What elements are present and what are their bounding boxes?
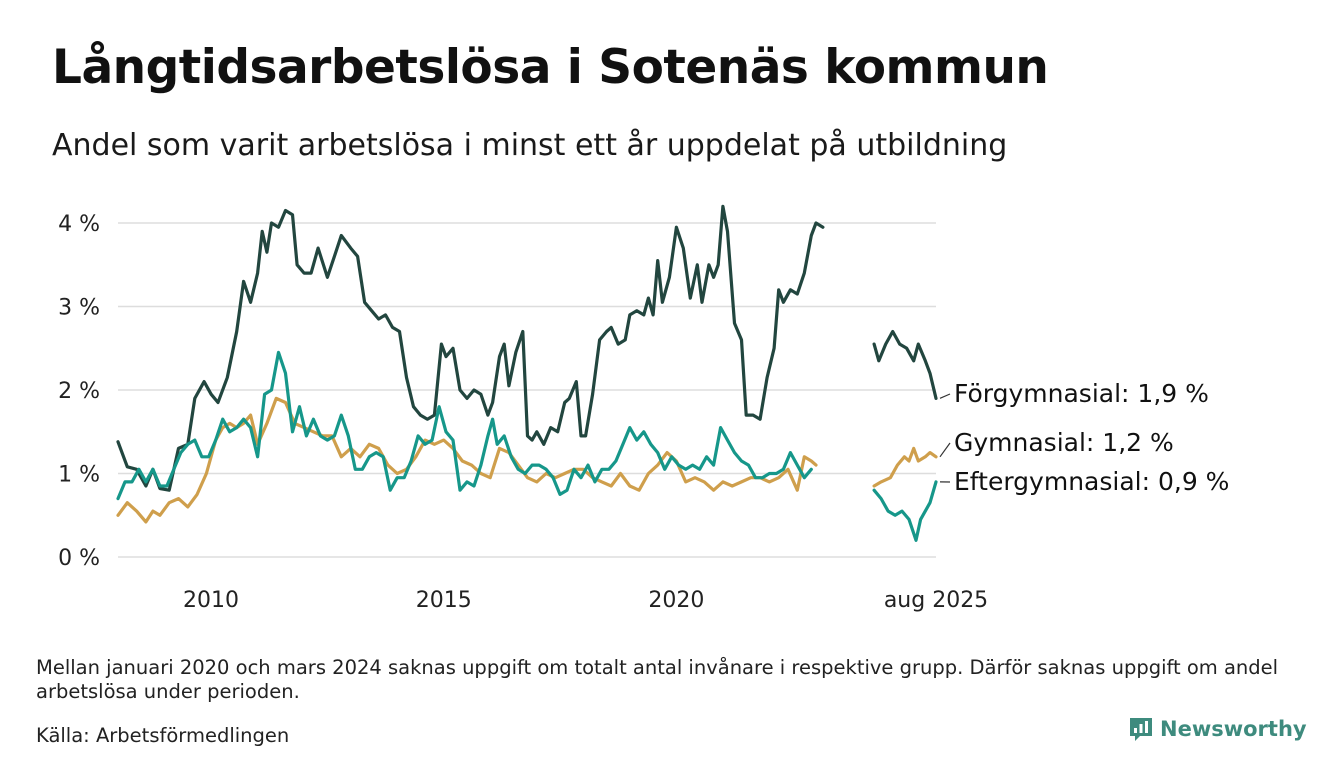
source-note: Källa: Arbetsförmedlingen xyxy=(36,724,290,747)
series-line-eftergymnasial xyxy=(872,480,938,542)
series-line-gymnasial xyxy=(116,396,818,524)
newsworthy-logo-icon xyxy=(1130,718,1152,741)
series-line-förgymnasial xyxy=(872,329,938,400)
line-chart: 0 % 1 % 2 % 3 % 4 % 2010 2015 2020 aug 2025 För… xyxy=(58,204,1229,613)
x-tick-label: 2015 xyxy=(416,588,472,613)
y-tick-label: 3 % xyxy=(58,296,100,321)
series-line-förgymnasial xyxy=(116,204,825,492)
series-line-eftergymnasial xyxy=(116,350,813,501)
y-tick-label: 0 % xyxy=(58,546,100,571)
y-tick-label: 4 % xyxy=(58,212,100,237)
x-tick-label: 2020 xyxy=(648,588,704,613)
brand-logo: Newsworthy xyxy=(1128,716,1307,742)
series-lines xyxy=(116,204,938,542)
x-tick-label: aug 2025 xyxy=(884,588,988,613)
series-line-gymnasial xyxy=(872,446,938,488)
brand-name: Newsworthy xyxy=(1160,717,1307,741)
x-axis-ticks: 2010 2015 2020 aug 2025 xyxy=(183,588,988,613)
x-tick-label: 2010 xyxy=(183,588,239,613)
label-connector xyxy=(939,442,951,458)
series-end-labels: Förgymnasial: 1,9 % Gymnasial: 1,2 % Efter… xyxy=(939,379,1229,496)
chart-subtitle: Andel som varit arbetslösa i minst ett å… xyxy=(52,128,1008,163)
series-end-label: Gymnasial: 1,2 % xyxy=(954,428,1174,457)
y-axis-ticks: 0 % 1 % 2 % 3 % 4 % xyxy=(58,212,100,571)
chart-title: Långtidsarbetslösa i Sotenäs kommun xyxy=(52,40,1049,95)
y-tick-label: 2 % xyxy=(58,379,100,404)
footnote: Mellan januari 2020 och mars 2024 saknas… xyxy=(36,656,1279,703)
y-tick-label: 1 % xyxy=(58,463,100,488)
series-end-label: Eftergymnasial: 0,9 % xyxy=(954,467,1229,496)
series-end-label: Förgymnasial: 1,9 % xyxy=(954,379,1209,408)
label-connector xyxy=(939,393,951,399)
